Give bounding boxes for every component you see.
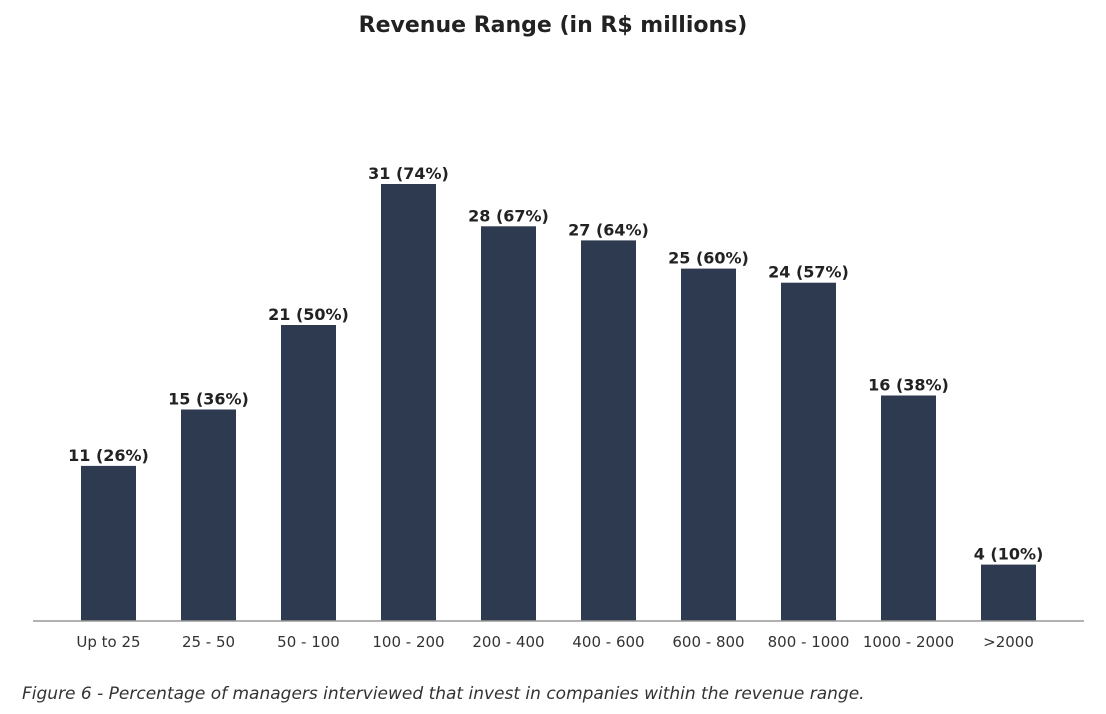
bar-4 <box>481 226 536 622</box>
x-tick-label-0: Up to 25 <box>76 633 140 651</box>
revenue-range-chart: Revenue Range (in R$ millions) 11 (26%)1… <box>33 13 1084 651</box>
data-label-7: 24 (57%) <box>768 263 849 282</box>
bar-1 <box>181 409 236 621</box>
x-tick-label-8: 1000 - 2000 <box>863 633 954 651</box>
bar-5 <box>581 240 636 621</box>
data-label-9: 4 (10%) <box>974 545 1044 564</box>
chart-title: Revenue Range (in R$ millions) <box>359 13 748 38</box>
x-tick-label-6: 600 - 800 <box>672 633 744 651</box>
data-label-1: 15 (36%) <box>168 390 249 409</box>
data-label-3: 31 (74%) <box>368 164 449 183</box>
x-tick-label-4: 200 - 400 <box>472 633 544 651</box>
x-tick-label-5: 400 - 600 <box>572 633 644 651</box>
data-label-5: 27 (64%) <box>568 220 649 239</box>
bars-group <box>81 184 1036 622</box>
bar-3 <box>381 184 436 621</box>
bar-7 <box>781 282 836 621</box>
x-tick-label-3: 100 - 200 <box>372 633 444 651</box>
data-label-0: 11 (26%) <box>68 446 149 465</box>
data-label-6: 25 (60%) <box>668 249 749 268</box>
x-tick-label-7: 800 - 1000 <box>768 633 850 651</box>
x-tick-labels-group: Up to 25 25 - 50 50 - 100 100 - 200 200 - 40… <box>76 633 1033 651</box>
x-tick-label-2: 50 - 100 <box>277 633 340 651</box>
bar-6 <box>681 268 736 621</box>
data-label-8: 16 (38%) <box>868 376 949 395</box>
x-tick-label-9: >2000 <box>983 633 1034 651</box>
bar-0 <box>81 465 136 621</box>
figure-caption: Figure 6 - Percentage of managers interv… <box>22 684 865 704</box>
bar-9 <box>981 564 1036 621</box>
data-labels-group: 11 (26%) 15 (36%) 21 (50%) 31 (74%) 28 (67%)… <box>68 164 1043 564</box>
x-tick-label-1: 25 - 50 <box>182 633 235 651</box>
bar-8 <box>881 395 936 621</box>
bar-2 <box>281 325 336 621</box>
data-label-4: 28 (67%) <box>468 206 549 225</box>
data-label-2: 21 (50%) <box>268 305 349 324</box>
